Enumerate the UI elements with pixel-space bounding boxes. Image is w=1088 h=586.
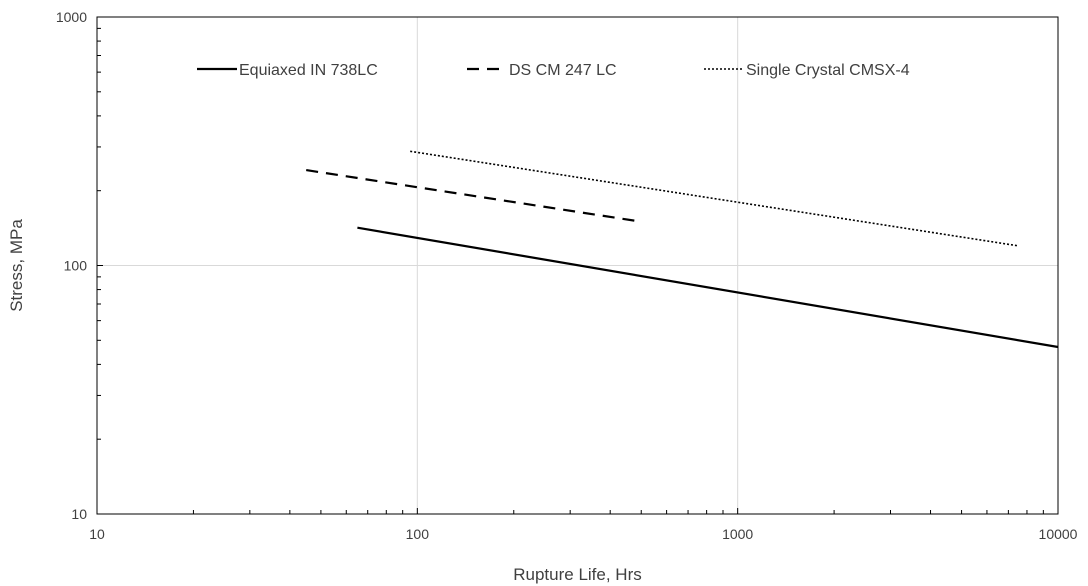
series-line-1 — [357, 226, 1059, 349]
y-tick-label: 100 — [64, 258, 88, 274]
y-axis-title: Stress, MPa — [7, 219, 26, 312]
legend-label-2: DS CM 247 LC — [509, 62, 617, 79]
x-tick-label: 10000 — [1039, 526, 1078, 542]
x-tick-label: 10 — [89, 526, 105, 542]
y-tick-label: 10 — [71, 506, 87, 522]
x-tick-label: 100 — [406, 526, 430, 542]
series-lines — [306, 150, 1059, 349]
y-tick-label: 1000 — [56, 9, 87, 25]
legend-label-1: Equiaxed IN 738LC — [239, 62, 378, 79]
tick-marks — [96, 16, 1059, 515]
series-line-3 — [410, 150, 1019, 247]
x-tick-label: 1000 — [722, 526, 753, 542]
x-axis-title: Rupture Life, Hrs — [513, 565, 642, 584]
legend: Equiaxed IN 738LC DS CM 247 LC Single Crys… — [197, 62, 910, 79]
tick-labels: 10 100 1000 10000 10 100 1000 — [56, 9, 1078, 542]
series-line-2 — [306, 169, 642, 223]
legend-label-3: Single Crystal CMSX-4 — [746, 62, 910, 79]
